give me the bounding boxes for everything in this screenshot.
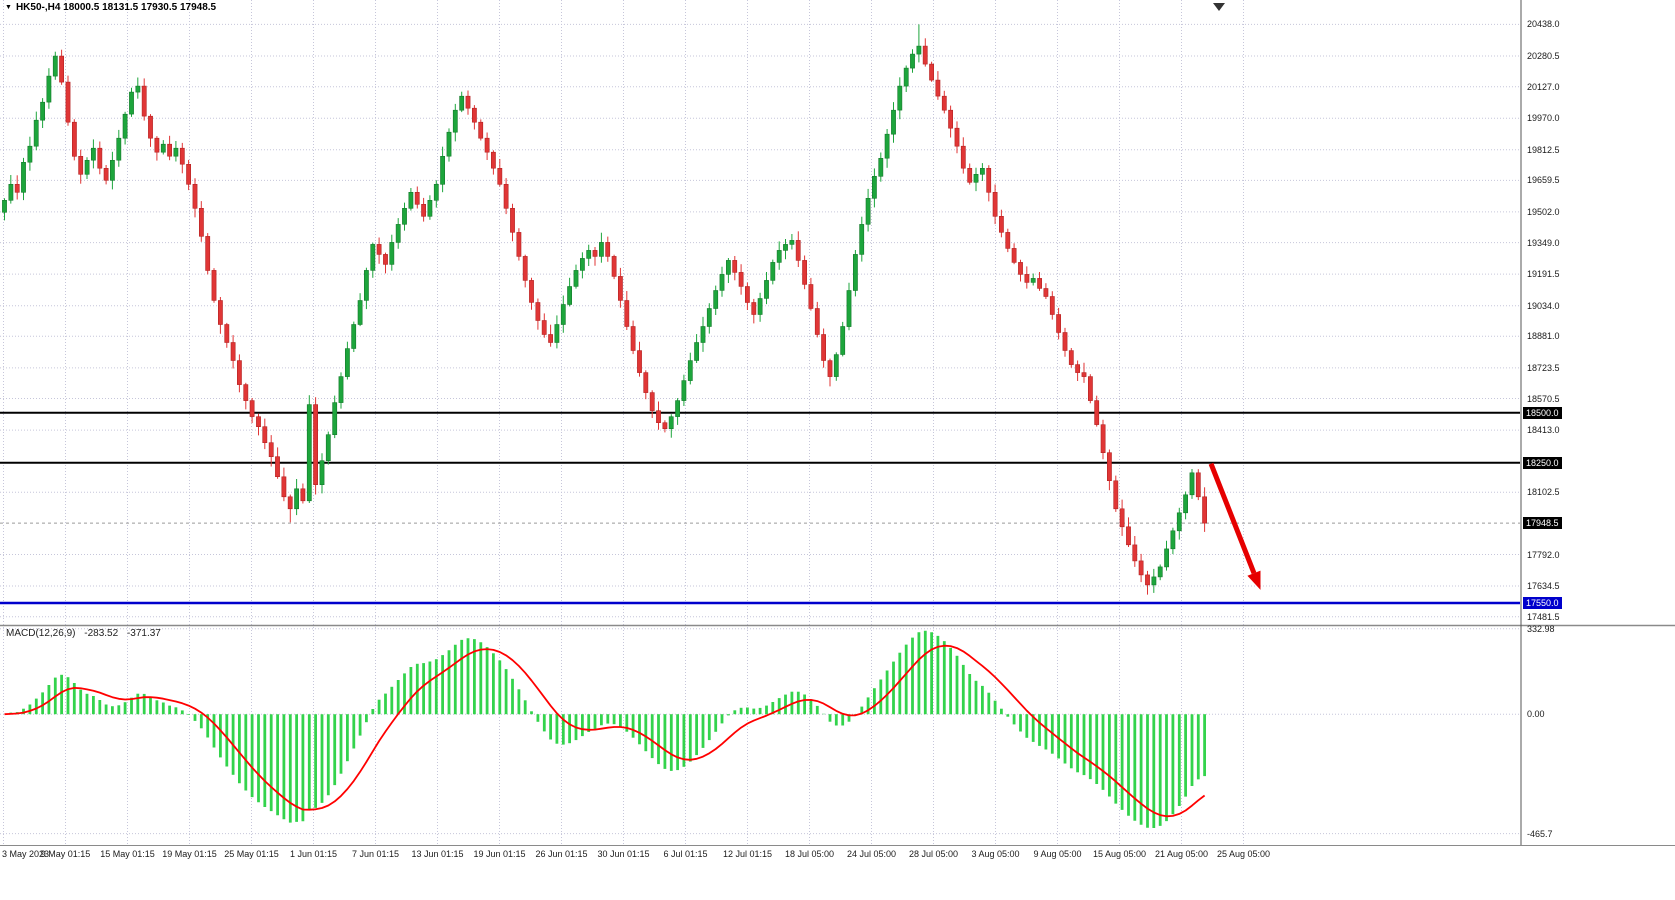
macd-main-value: -283.52 (84, 628, 119, 639)
macd-name: MACD(12,26,9) (6, 628, 76, 639)
macd-signal-value: -371.37 (126, 628, 161, 639)
candles (2, 24, 1207, 595)
chart-shift-marker-icon[interactable] (1213, 3, 1225, 11)
symbol-dropdown-icon[interactable]: ▼ (5, 3, 12, 11)
panel-borders (0, 0, 1675, 846)
quote-bar: ▼ HK50-,H4 18000.5 18131.5 17930.5 17948… (5, 2, 216, 13)
quote-ohlc-text: HK50-,H4 18000.5 18131.5 17930.5 17948.5 (15, 2, 217, 13)
down-arrow-annotation[interactable] (1208, 462, 1261, 590)
macd-histogram (9, 630, 1206, 828)
macd-indicator-label: MACD(12,26,9) -283.52 -371.37 (6, 628, 167, 639)
macd-signal-line (4, 644, 1206, 818)
